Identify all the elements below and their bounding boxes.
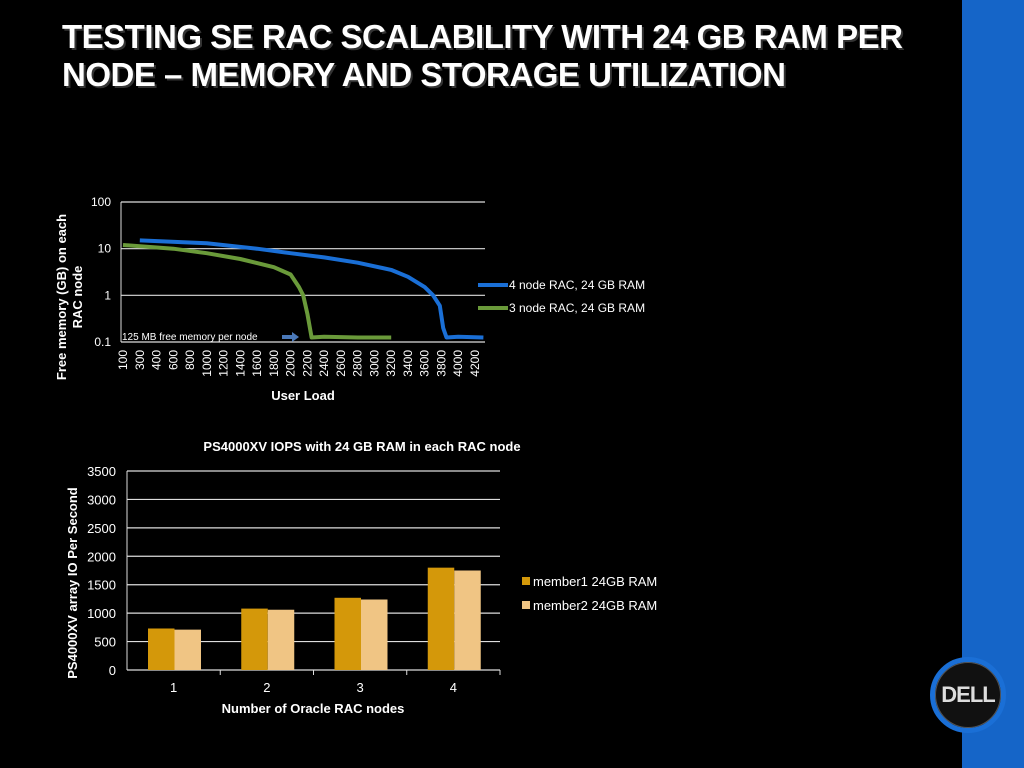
y-tick-label: 2000 [87, 549, 116, 564]
bar-chart-title: PS4000XV IOPS with 24 GB RAM in each RAC… [203, 439, 520, 454]
y-tick-label: 3000 [87, 492, 116, 507]
x-tick-label: 800 [183, 350, 197, 370]
y-tick-label: 1 [104, 288, 111, 302]
x-axis-title: User Load [271, 388, 335, 403]
bar [241, 608, 268, 670]
x-tick-label: 2 [263, 680, 270, 695]
series-line-1 [139, 238, 484, 340]
x-tick-label: 300 [133, 350, 147, 370]
y-tick-label: 3500 [87, 464, 116, 479]
x-tick-label: 2400 [317, 350, 331, 377]
x-tick-label: 3000 [367, 350, 381, 377]
annotation-text: 125 MB free memory per node [122, 332, 258, 343]
blue-side-strip [962, 0, 1024, 768]
y-tick-label: 1500 [87, 578, 116, 593]
bar [454, 570, 481, 670]
x-tick-label: 4200 [468, 350, 482, 377]
y-tick-label: 100 [91, 195, 111, 209]
series-line-2 [122, 243, 392, 340]
y-tick-label: 1000 [87, 606, 116, 621]
x-tick-label: 1 [170, 680, 177, 695]
x-tick-label: 3 [357, 680, 364, 695]
bar [148, 628, 175, 670]
legend-label: 3 node RAC, 24 GB RAM [509, 301, 645, 315]
y-tick-label: 2500 [87, 521, 116, 536]
legend-label: member2 24GB RAM [533, 598, 657, 613]
bar [427, 567, 455, 670]
x-tick-label: 1800 [267, 350, 281, 377]
x-tick-label: 4000 [451, 350, 465, 377]
legend-swatch [522, 577, 530, 585]
bar [361, 599, 388, 670]
y-tick-label: 500 [94, 635, 116, 650]
x-tick-label: 2800 [351, 350, 365, 377]
y-tick-label: 0 [109, 663, 116, 678]
dell-logo: DELL [930, 657, 1006, 733]
x-tick-label: 100 [116, 350, 130, 370]
x-axis-title: Number of Oracle RAC nodes [222, 701, 405, 716]
legend-swatch [522, 601, 530, 609]
x-tick-label: 600 [166, 350, 180, 370]
x-tick-label: 1000 [200, 350, 214, 377]
x-tick-label: 3200 [384, 350, 398, 377]
x-tick-label: 400 [150, 350, 164, 370]
x-tick-label: 1600 [250, 350, 264, 377]
annotation-arrow-icon [282, 332, 299, 342]
legend-label: member1 24GB RAM [533, 574, 657, 589]
bar [334, 597, 361, 670]
x-tick-label: 3800 [434, 350, 448, 377]
legend-label: 4 node RAC, 24 GB RAM [509, 278, 645, 292]
x-tick-label: 3600 [418, 350, 432, 377]
y-axis-title-line2: RAC node [70, 266, 85, 329]
x-tick-label: 1400 [233, 350, 247, 377]
x-tick-label: 3400 [401, 350, 415, 377]
x-tick-label: 4 [450, 680, 457, 695]
y-tick-label: 0.1 [94, 335, 111, 349]
x-tick-label: 2000 [284, 350, 298, 377]
x-tick-label: 2200 [300, 350, 314, 377]
x-tick-label: 2600 [334, 350, 348, 377]
y-tick-label: 10 [98, 242, 112, 256]
dell-logo-text: DELL [941, 682, 995, 707]
y-axis-title: PS4000XV array IO Per Second [65, 487, 80, 679]
y-axis-title: Free memory (GB) on each [54, 214, 69, 380]
bar [267, 609, 295, 670]
page-title: TESTING SE RAC SCALABILITY WITH 24 GB RA… [62, 18, 903, 93]
x-tick-label: 1200 [217, 350, 231, 377]
bar [174, 629, 201, 670]
